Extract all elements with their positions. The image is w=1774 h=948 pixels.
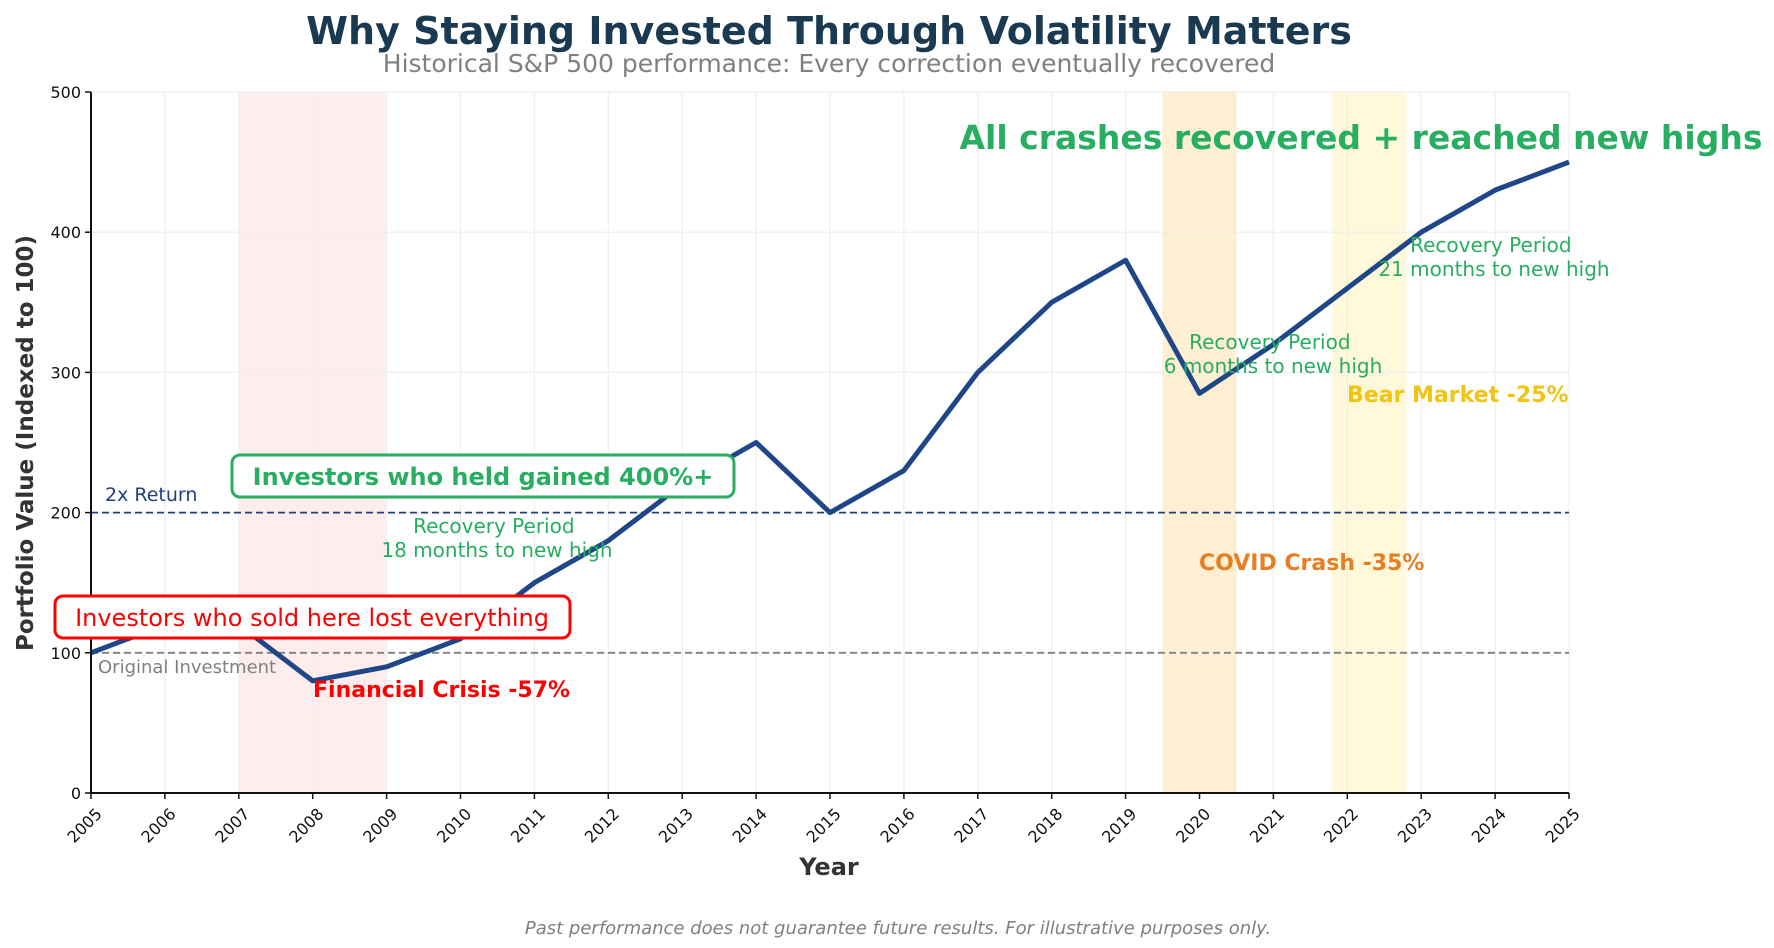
x-tick-label: 2012 [581, 804, 623, 846]
x-tick-label: 2008 [285, 804, 327, 846]
shaded-region-2 [1332, 92, 1407, 793]
chart-title: Why Staying Invested Through Volatility … [306, 9, 1352, 53]
x-tick-label: 2023 [1394, 804, 1436, 846]
x-tick-label: 2019 [1098, 804, 1140, 846]
y-tick-label: 100 [50, 644, 81, 663]
recovery-3-line-2: 21 months to new high [1378, 257, 1609, 281]
bear-market-label: Bear Market -25% [1347, 383, 1569, 408]
x-tick-label: 2024 [1468, 804, 1510, 846]
held-callout-box [230, 453, 736, 499]
y-axis-label: Portfolio Value (Indexed to 100) [13, 235, 39, 651]
financial-crisis-label: Financial Crisis -57% [313, 678, 570, 703]
x-tick-label: 2018 [1024, 804, 1066, 846]
recovery-label-1: Recovery Period 18 months to new high [381, 514, 612, 562]
recovery-label-3: Recovery Period 21 months to new high [1378, 233, 1609, 281]
y-tick-label: 500 [50, 83, 81, 102]
x-tick-label: 2011 [507, 804, 549, 846]
x-tick-label: 2013 [655, 804, 697, 846]
x-tick-label: 2006 [137, 804, 179, 846]
x-tick-label: 2017 [950, 804, 992, 846]
y-tick-label: 0 [71, 784, 81, 803]
footer-disclaimer: Past performance does not guarantee futu… [525, 918, 1271, 939]
x-tick-label: 2014 [729, 804, 771, 846]
recovery-3-line-1: Recovery Period [1410, 233, 1571, 257]
covid-crash-label: COVID Crash -35% [1199, 551, 1424, 576]
recovery-2-line-1: Recovery Period [1189, 330, 1350, 354]
x-tick-label: 2015 [803, 804, 845, 846]
y-tick-label: 300 [50, 363, 81, 382]
recovery-2-line-2: 6 months to new high [1164, 354, 1383, 378]
sold-callout-box [53, 594, 572, 640]
x-axis-label: Year [798, 853, 859, 881]
recovery-label-2: Recovery Period 6 months to new high [1164, 330, 1383, 378]
recovery-1-line-1: Recovery Period [413, 514, 574, 538]
x-tick-label: 2022 [1320, 804, 1362, 846]
y-tick-label: 400 [50, 223, 81, 242]
held-callout-text: Investors who held gained 400%+ [253, 463, 714, 491]
x-tick-label: 2020 [1172, 804, 1214, 846]
2x-return-label: 2x Return [105, 484, 197, 506]
chart-subtitle: Historical S&P 500 performance: Every co… [383, 49, 1275, 78]
recovery-1-line-2: 18 months to new high [381, 538, 612, 562]
y-tick-label: 200 [50, 504, 81, 523]
x-tick-label: 2005 [64, 804, 106, 846]
original-investment-label: Original Investment [98, 657, 276, 678]
x-tick-label: 2010 [433, 804, 475, 846]
x-tick-label: 2025 [1542, 804, 1584, 846]
sold-callout-text: Investors who sold here lost everything [75, 604, 549, 632]
x-tick-label: 2007 [211, 804, 253, 846]
x-tick-label: 2016 [876, 804, 918, 846]
x-tick-label: 2021 [1246, 804, 1288, 846]
x-tick-label: 2009 [359, 804, 401, 846]
all-recovered-label: All crashes recovered + reached new high… [960, 118, 1763, 157]
